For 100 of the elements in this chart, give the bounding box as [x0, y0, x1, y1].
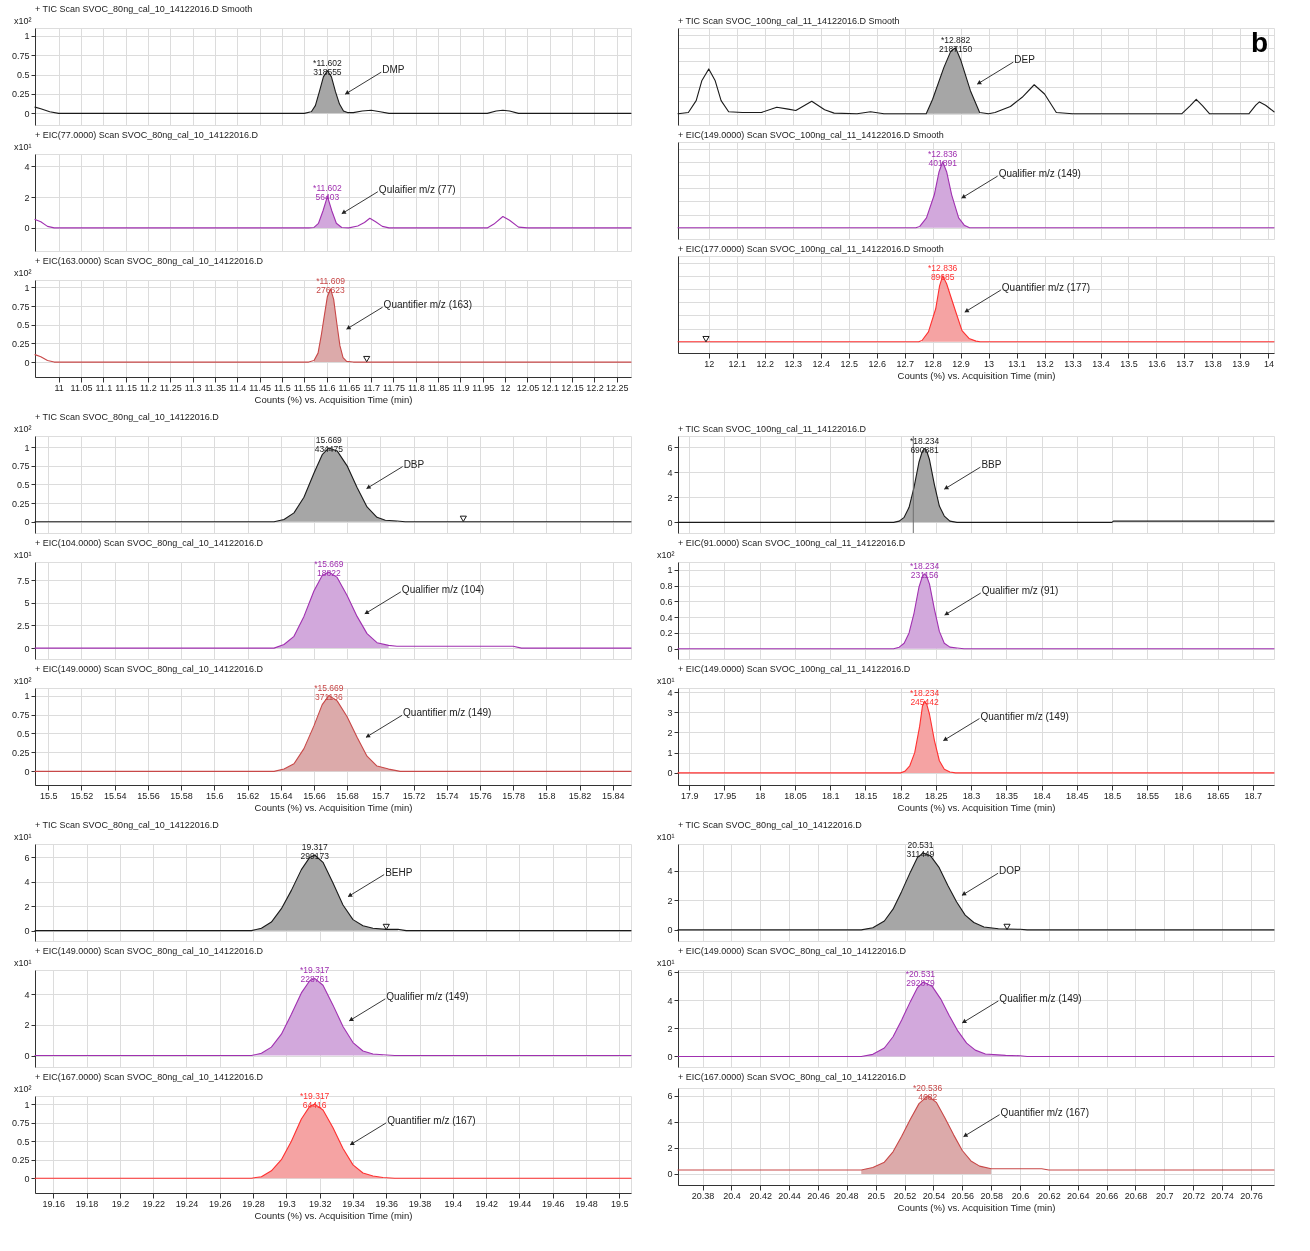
x-tick-label: 11.6 [318, 382, 336, 393]
x-tick-label: 13.5 [1120, 358, 1138, 369]
chart-title: + EIC(149.0000) Scan SVOC_80ng_cal_10_14122016.D [35, 664, 264, 674]
y-tick-label: 0.2 [659, 628, 673, 639]
x-tick-label: 18.25 [925, 790, 948, 801]
annotation: *11.602 318555 [313, 57, 343, 77]
line-series [34, 1103, 632, 1179]
line-series [34, 571, 632, 649]
x-tick-label: 15.72 [402, 790, 426, 801]
y-tick-label: 0.75 [11, 710, 30, 721]
y-tick-label: 4 [667, 467, 673, 478]
x-axis-title: Counts (%) vs. Acquisition Time (min) [254, 393, 413, 405]
x-axis-title: Counts (%) vs. Acquisition Time (min) [254, 1209, 413, 1221]
x-tick-label: 19.2 [111, 1198, 130, 1209]
x-tick-label: 19.28 [242, 1198, 265, 1209]
x-tick-label: 11.35 [204, 382, 227, 393]
chart-title: + TIC Scan SVOC_80ng_cal_10_14122016.D [35, 820, 220, 830]
x-tick-label: 20.74 [1211, 1190, 1234, 1201]
x-tick-label: 15.54 [103, 790, 127, 801]
x-tick-label: 15.64 [269, 790, 293, 801]
line-series [34, 288, 632, 363]
y-tick-label: 0 [24, 643, 30, 654]
x-tick-label: 19.22 [142, 1198, 165, 1209]
y-tick-label: 4 [24, 161, 30, 172]
x-tick-label: 20.76 [1240, 1190, 1263, 1201]
x-tick-label: 19.36 [375, 1198, 399, 1209]
annotation: DEP [1014, 54, 1036, 66]
annotation: Qualifier m/z (149) [999, 992, 1082, 1004]
chart-title: + TIC Scan SVOC_80ng_cal_10_14122016.D [678, 820, 863, 830]
x-tick-label: 12.1 [728, 358, 747, 369]
annotation: Qualifier m/z (149) [998, 168, 1081, 180]
x-tick-label: 11.2 [140, 382, 157, 393]
y-tick-label: 1 [24, 1099, 30, 1110]
x-tick-label: 20.66 [1095, 1190, 1119, 1201]
line-series [677, 1095, 1275, 1171]
x-tick-label: 13 [984, 358, 995, 369]
x-tick-label: 18.4 [1033, 790, 1051, 801]
chart-title: + EIC(77.0000) Scan SVOC_80ng_cal_10_14122016.D [35, 130, 259, 140]
x-tick-label: 12.3 [784, 358, 802, 369]
y-tick-label: 0.5 [16, 1136, 30, 1147]
annotation: Qualifier m/z (149) [386, 990, 469, 1002]
y-tick-label: 2 [24, 901, 30, 912]
x-tick-label: 17.9 [681, 790, 699, 801]
y-tick-label: 0.5 [16, 320, 30, 331]
x-axis-title: Counts (%) vs. Acquisition Time (min) [254, 801, 413, 813]
line-series [677, 573, 1275, 650]
x-tick-label: 18.45 [1065, 790, 1089, 801]
x-tick-label: 20.5 [867, 1190, 885, 1201]
x-tick-label: 12 [500, 382, 511, 393]
y-tick-label: 0 [667, 768, 673, 779]
y-tick-label: 0 [24, 766, 30, 777]
x-tick-label: 19.48 [575, 1198, 598, 1209]
x-tick-label: 18.6 [1174, 790, 1192, 801]
y-tick-label: 4 [667, 866, 673, 877]
y-axis-title: x10¹ [13, 141, 32, 152]
line-series [677, 981, 1275, 1058]
y-tick-label: 3 [667, 707, 673, 718]
x-tick-label: 12.2 [586, 382, 604, 393]
x-tick-label: 12 [704, 358, 715, 369]
line-series [34, 695, 632, 772]
y-tick-label: 1 [667, 565, 673, 576]
x-tick-label: 11.3 [184, 382, 202, 393]
annotation: Quantifier m/z (167) [387, 1114, 476, 1126]
chart-title: + EIC(149.0000) Scan SVOC_100ng_cal_11_14122016.D Smooth [678, 130, 944, 140]
y-tick-label: 0.5 [16, 728, 30, 739]
x-tick-label: 20.6 [1011, 1190, 1030, 1201]
x-tick-label: 13.2 [1036, 358, 1054, 369]
x-tick-label: 12.05 [516, 382, 540, 393]
x-tick-label: 11.15 [115, 382, 138, 393]
x-tick-label: 11.75 [383, 382, 405, 393]
y-tick-label: 0 [667, 644, 673, 655]
annotation: *19.317 64416 [300, 1091, 330, 1111]
y-tick-label: 0.8 [659, 581, 673, 592]
x-tick-label: 18.35 [995, 790, 1019, 801]
x-tick-label: 20.52 [893, 1190, 917, 1201]
x-tick-label: 11.1 [95, 382, 113, 393]
x-tick-label: 12.25 [605, 382, 629, 393]
x-tick-label: 20.44 [778, 1190, 801, 1201]
x-tick-label: 20.58 [980, 1190, 1003, 1201]
y-tick-label: 0.25 [11, 747, 30, 758]
line-series [677, 447, 1275, 523]
y-axis-title: x10¹ [656, 831, 675, 842]
y-tick-label: 4 [667, 995, 673, 1006]
y-tick-label: 0 [24, 1051, 30, 1062]
x-tick-label: 20.38 [691, 1190, 715, 1201]
x-tick-label: 15.52 [70, 790, 94, 801]
x-tick-label: 19.34 [342, 1198, 365, 1209]
chart-title: + EIC(167.0000) Scan SVOC_80ng_cal_10_14122016.D [678, 1071, 907, 1082]
x-tick-label: 18.5 [1103, 790, 1122, 801]
chart-title: + EIC(149.0000) Scan SVOC_80ng_cal_10_14122016.D [678, 946, 907, 956]
x-tick-label: 15.68 [336, 790, 359, 801]
y-tick-label: 1 [24, 31, 30, 42]
y-axis-title: x10² [656, 549, 675, 560]
chart-title: + TIC Scan SVOC_100ng_cal_11_14122016.D Smooth [678, 16, 900, 26]
x-tick-label: 19.38 [408, 1198, 432, 1209]
x-tick-label: 12.1 [541, 382, 560, 393]
chart-title: + TIC Scan SVOC_80ng_cal_10_14122016.D Smooth [35, 4, 253, 14]
annotation: 20.531 311449 [906, 839, 935, 859]
x-tick-label: 20.42 [749, 1190, 773, 1201]
y-tick-label: 2 [667, 492, 673, 503]
